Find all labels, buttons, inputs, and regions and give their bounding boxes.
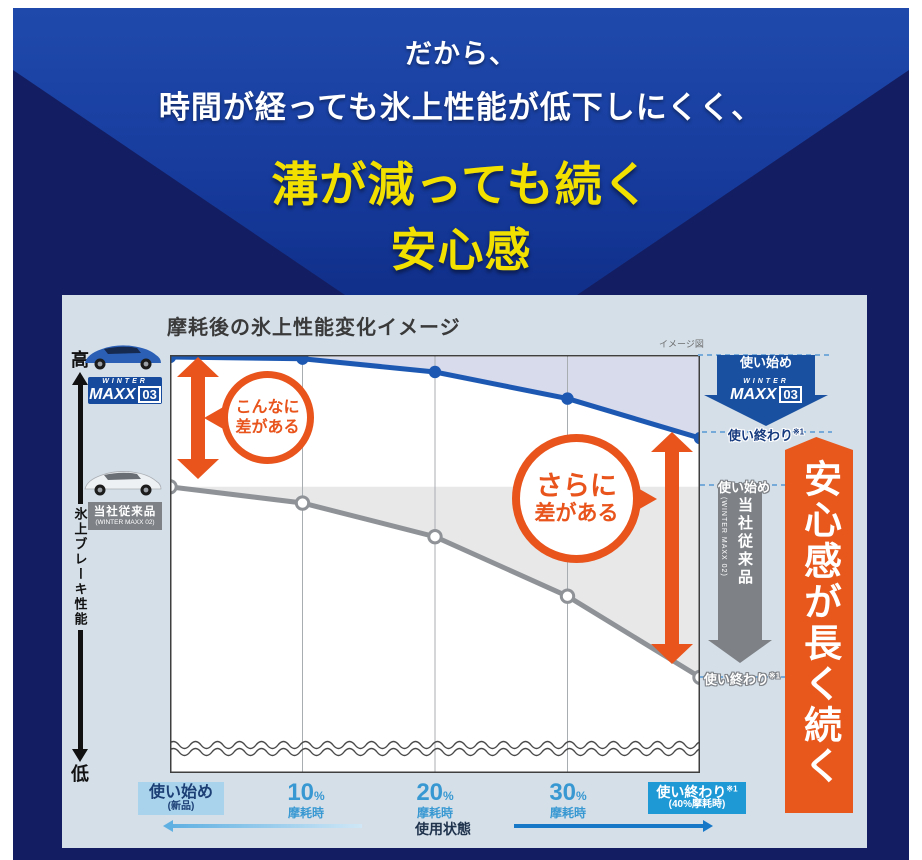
axis-arrow-right-icon — [514, 820, 713, 832]
y-axis-title: 氷上ブレーキ性能 — [72, 507, 88, 627]
x-label-end-box: 使い終わり※1 (40%摩耗時) — [648, 782, 746, 814]
logo-maxx-text: MAXX — [89, 385, 136, 403]
logo-number: 03 — [138, 386, 161, 403]
winter-maxx-03-arrow-logo: WINTER MAXX 03 — [716, 378, 816, 403]
logo-maxx-text: MAXX — [730, 385, 777, 403]
x-label-20pct: 20% 摩耗時 — [416, 779, 454, 820]
callout-tail-icon — [204, 405, 225, 430]
winter-maxx-03-badge: WINTER MAXX 03 — [88, 377, 162, 404]
x-axis-title: 使用状態 — [415, 821, 471, 837]
header-line-3: 溝が減っても続く — [271, 158, 651, 211]
header-banner: だから、 時間が経っても氷上性能が低下しにくく、 溝が減っても続く 安心感 — [13, 8, 909, 295]
callout1-line2: 差がある — [235, 418, 300, 436]
conventional-product-sub: (WINTER MAXX 02) — [95, 518, 155, 526]
plot-border — [170, 355, 700, 773]
gray-start-label: 使い始め — [717, 480, 770, 495]
callout2-line2: 差がある — [534, 501, 619, 525]
y-axis-low-label: 低 — [71, 764, 89, 784]
chart-title: 摩耗後の氷上性能変化イメージ — [167, 317, 461, 339]
difference-arrow-end — [649, 432, 695, 664]
conventional-product-name: 当社従来品 — [93, 506, 157, 519]
header-line-4: 安心感 — [390, 224, 532, 276]
conventional-product-badge: 当社従来品 (WINTER MAXX 02) — [88, 502, 162, 530]
chart-note: イメージ図 — [659, 339, 704, 349]
x-label-10pct: 10% 摩耗時 — [287, 779, 325, 820]
chart-panel: 摩耗後の氷上性能変化イメージ イメージ図 高 氷上ブレーキ性能 低 — [62, 295, 867, 848]
logo-number: 03 — [779, 386, 802, 403]
axis-break-wave — [170, 740, 700, 757]
callout-such-a-difference: こんなに 差がある — [204, 371, 314, 464]
header-line-2: 時間が経っても氷上性能が低下しにくく、 — [158, 90, 764, 125]
y-axis-high-label: 高 — [71, 350, 89, 370]
winter-maxx-03-logo: WINTER MAXX 03 — [89, 378, 161, 403]
blue-car-image — [85, 345, 161, 370]
y-axis-line — [77, 630, 83, 749]
y-axis: 高 氷上ブレーキ性能 低 — [65, 351, 95, 783]
logo-winter-text: WINTER — [102, 378, 148, 385]
x-label-30pct: 30% 摩耗時 — [549, 779, 587, 820]
x-label-start-box: 使い始め (新品) — [138, 782, 224, 815]
header-line-1: だから、 — [405, 39, 517, 69]
arrow-up-icon — [72, 372, 88, 385]
gray-arrow-product-sub: (WINTER MAXX 02) — [720, 497, 727, 577]
callout1-line1: こんなに — [235, 399, 300, 417]
callout-tail-icon — [636, 486, 657, 511]
axis-arrow-left-icon — [163, 820, 362, 832]
difference-arrow-start — [176, 357, 220, 479]
arrow-down-icon — [72, 749, 88, 762]
peace-of-mind-banner: 安心感が長く続く — [785, 437, 853, 813]
banner-text: 安心感が長く続く — [797, 459, 840, 787]
callout2-line1: さらに — [536, 471, 617, 502]
white-car-image — [84, 471, 162, 496]
logo-winter-text: WINTER — [743, 378, 789, 385]
callout-even-more-difference: さらに 差がある — [512, 434, 657, 563]
main-panel: だから、 時間が経っても氷上性能が低下しにくく、 溝が減っても続く 安心感 摩耗… — [13, 8, 909, 860]
blue-start-label: 使い始め — [739, 355, 792, 370]
gray-arrow-product-name: 当社従来品 — [736, 497, 753, 587]
y-axis-line — [77, 385, 83, 504]
